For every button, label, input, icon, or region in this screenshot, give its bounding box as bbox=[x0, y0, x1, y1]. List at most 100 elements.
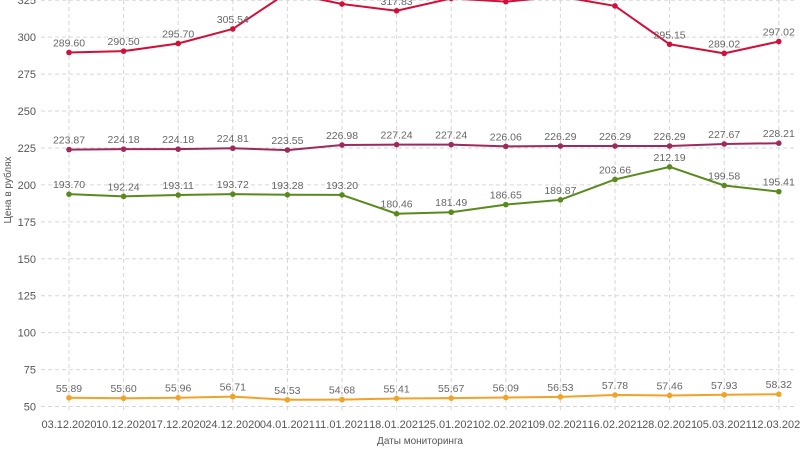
data-point[interactable] bbox=[776, 140, 782, 146]
x-tick-label: 28.02.2021 bbox=[642, 419, 697, 431]
data-label: 224.18 bbox=[162, 134, 194, 146]
data-point[interactable] bbox=[393, 395, 400, 402]
x-tick-label: 03.12.2020 bbox=[41, 419, 96, 431]
y-tick-label: 225 bbox=[18, 143, 36, 155]
data-label: 57.93 bbox=[711, 380, 737, 392]
data-point[interactable] bbox=[503, 394, 509, 401]
data-label: 317.83 bbox=[381, 0, 413, 8]
data-point[interactable] bbox=[120, 48, 127, 54]
data-point[interactable] bbox=[666, 41, 673, 48]
data-label: 305.54 bbox=[217, 14, 249, 26]
data-label: 226.06 bbox=[490, 131, 522, 143]
axis-ticks: 50 75 100 125 150 175 200 225 250 275 300 325 03.12.… bbox=[18, 0, 800, 431]
data-point[interactable] bbox=[284, 147, 291, 153]
data-point[interactable] bbox=[721, 50, 727, 57]
data-point[interactable] bbox=[175, 192, 181, 198]
data-point[interactable] bbox=[284, 397, 291, 403]
data-point[interactable] bbox=[230, 191, 236, 197]
data-point[interactable] bbox=[120, 395, 127, 402]
data-point[interactable] bbox=[284, 192, 291, 198]
data-label: 290.50 bbox=[108, 36, 140, 48]
data-point[interactable] bbox=[612, 392, 618, 398]
data-label: 226.29 bbox=[654, 131, 686, 143]
data-point[interactable] bbox=[339, 396, 345, 403]
data-labels: 289.60 290.50 295.70 305.54 317.83 295.15 289.… bbox=[53, 0, 795, 397]
data-label: 189.87 bbox=[544, 185, 576, 197]
data-label: 55.67 bbox=[438, 383, 464, 395]
data-label: 227.24 bbox=[381, 130, 413, 142]
data-label: 203.66 bbox=[599, 164, 631, 176]
data-point[interactable] bbox=[393, 141, 400, 148]
data-label: 54.53 bbox=[274, 385, 300, 397]
data-label: 227.67 bbox=[708, 129, 740, 141]
data-point[interactable] bbox=[776, 38, 782, 45]
data-point[interactable] bbox=[557, 143, 564, 149]
series-4 bbox=[66, 391, 782, 403]
data-point[interactable] bbox=[120, 193, 127, 200]
data-label: 193.72 bbox=[217, 179, 249, 191]
data-point[interactable] bbox=[612, 3, 618, 9]
data-label: 186.65 bbox=[490, 190, 522, 202]
data-label: 228.21 bbox=[763, 128, 795, 140]
data-label: 224.81 bbox=[217, 133, 249, 145]
y-tick-label: 175 bbox=[18, 217, 36, 229]
data-label: 55.89 bbox=[56, 383, 82, 395]
data-point[interactable] bbox=[503, 143, 509, 150]
data-label: 226.29 bbox=[599, 131, 631, 143]
x-axis-title: Даты мониторинга bbox=[377, 436, 463, 447]
data-point[interactable] bbox=[666, 143, 673, 149]
data-point[interactable] bbox=[230, 145, 236, 152]
data-point[interactable] bbox=[175, 40, 181, 47]
data-point[interactable] bbox=[448, 209, 455, 216]
series-3 bbox=[66, 164, 782, 217]
data-label: 195.41 bbox=[763, 177, 795, 189]
data-point[interactable] bbox=[448, 395, 455, 401]
data-point[interactable] bbox=[230, 26, 236, 32]
data-point[interactable] bbox=[66, 191, 72, 197]
y-tick-label: 300 bbox=[18, 32, 36, 44]
x-tick-label: 09.02.2021 bbox=[533, 419, 588, 431]
data-label: 55.60 bbox=[110, 383, 136, 395]
data-label: 57.78 bbox=[602, 380, 628, 392]
data-point[interactable] bbox=[339, 142, 345, 148]
data-point[interactable] bbox=[721, 391, 727, 398]
data-point[interactable] bbox=[557, 197, 564, 203]
data-label: 55.96 bbox=[165, 383, 191, 395]
data-point[interactable] bbox=[448, 141, 455, 148]
data-point[interactable] bbox=[448, 0, 454, 2]
data-point[interactable] bbox=[120, 146, 127, 152]
data-point[interactable] bbox=[230, 393, 236, 400]
data-label: 295.70 bbox=[162, 28, 194, 40]
y-tick-label: 125 bbox=[18, 291, 36, 303]
data-label: 212.19 bbox=[654, 152, 686, 164]
data-label: 192.24 bbox=[108, 181, 140, 193]
data-point[interactable] bbox=[666, 392, 673, 399]
data-point[interactable] bbox=[776, 188, 782, 195]
data-point[interactable] bbox=[503, 0, 509, 5]
data-point[interactable] bbox=[721, 141, 727, 147]
data-label: 297.02 bbox=[763, 27, 795, 39]
data-label: 57.46 bbox=[656, 380, 682, 392]
data-point[interactable] bbox=[66, 394, 72, 401]
data-point[interactable] bbox=[666, 164, 673, 170]
data-point[interactable] bbox=[339, 1, 345, 7]
data-point[interactable] bbox=[393, 7, 400, 14]
data-point[interactable] bbox=[175, 394, 181, 401]
data-point[interactable] bbox=[776, 391, 782, 398]
data-label: 226.98 bbox=[326, 130, 358, 142]
data-point[interactable] bbox=[721, 182, 727, 189]
data-point[interactable] bbox=[66, 146, 72, 153]
y-tick-label: 275 bbox=[18, 69, 36, 81]
series-1 bbox=[66, 0, 782, 57]
data-point[interactable] bbox=[393, 210, 400, 217]
data-point[interactable] bbox=[339, 192, 345, 198]
data-point[interactable] bbox=[175, 146, 181, 152]
data-point[interactable] bbox=[66, 49, 72, 56]
y-tick-label: 250 bbox=[18, 106, 36, 118]
data-point[interactable] bbox=[612, 143, 618, 149]
data-point[interactable] bbox=[557, 394, 564, 400]
x-tick-label: 24.12.2020 bbox=[205, 419, 260, 431]
data-point[interactable] bbox=[503, 201, 509, 208]
data-point[interactable] bbox=[612, 176, 618, 183]
